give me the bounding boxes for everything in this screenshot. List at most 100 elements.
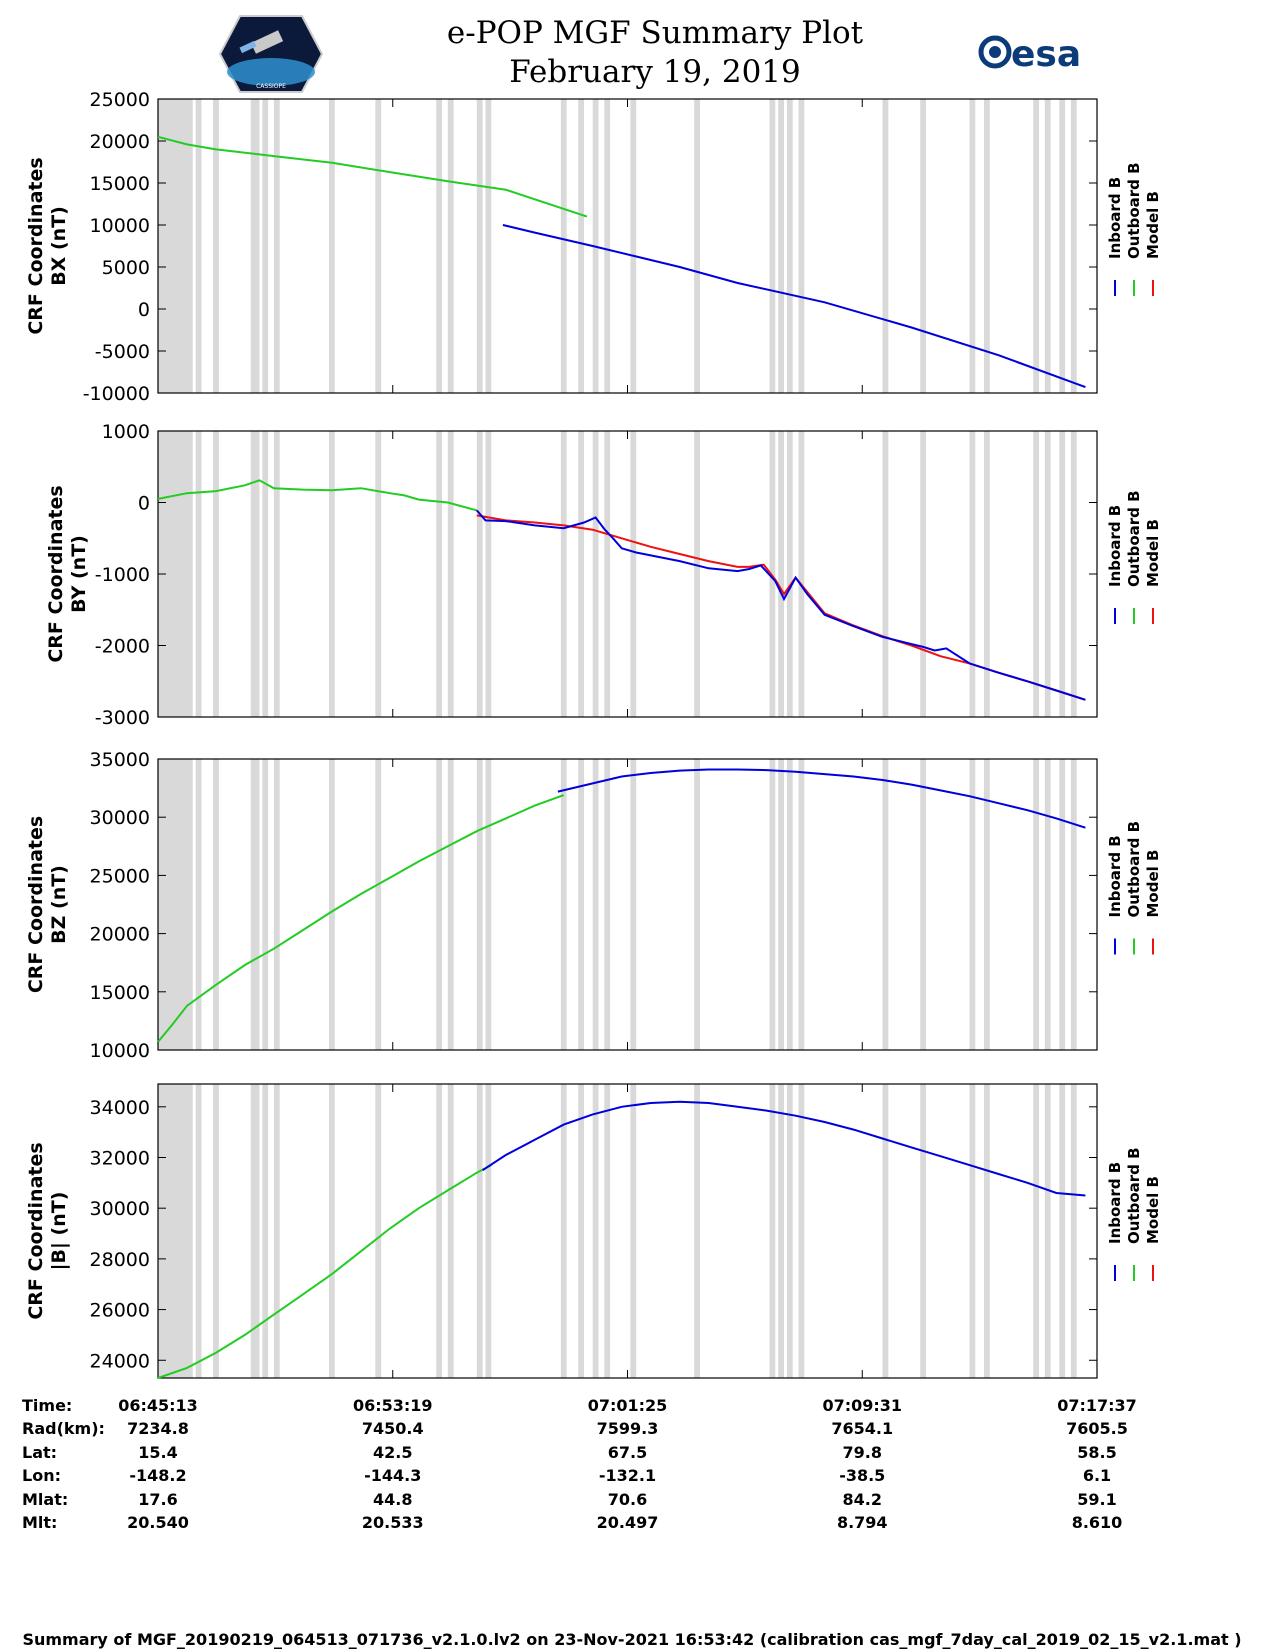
- data-gap-band: [328, 1084, 335, 1378]
- data-gap-band: [778, 99, 784, 393]
- ephemeris-value: 6.1: [1083, 1466, 1111, 1485]
- y-tick-label: -1000: [95, 564, 150, 586]
- data-gap-band: [798, 99, 805, 393]
- ephemeris-value: 20.533: [362, 1513, 424, 1532]
- ephemeris-value: 67.5: [608, 1443, 647, 1462]
- y-tick-label: 10000: [90, 1040, 150, 1062]
- data-gap-band: [630, 431, 637, 717]
- data-gap-band: [328, 431, 335, 717]
- data-gap-band: [250, 431, 260, 717]
- data-gap-band: [1059, 759, 1066, 1050]
- data-gap-band: [273, 1084, 280, 1378]
- data-gap-band: [882, 1084, 889, 1378]
- data-gap-band: [578, 759, 585, 1050]
- data-gap-band: [375, 431, 382, 717]
- data-gap-band: [592, 1084, 599, 1378]
- legend-label: Outboard B: [1125, 490, 1143, 587]
- legend-label: Inboard B: [1106, 835, 1124, 917]
- axes-frame: [157, 430, 1098, 718]
- esa-logo-text: esa: [1011, 34, 1081, 75]
- panel-4: 34000 32000 30000 28000 26000 24000 CRF Coordi…: [25, 1083, 1162, 1379]
- y-axis-label-line: |B| (nT): [48, 1192, 70, 1271]
- data-gap-band: [920, 1084, 927, 1378]
- y-axis-label-line: BX (nT): [48, 206, 70, 286]
- data-gap-band: [375, 759, 382, 1050]
- y-tick-label: -2000: [95, 636, 150, 658]
- data-gap-band: [447, 431, 454, 717]
- y-tick-label: 24000: [90, 1350, 150, 1372]
- data-gap-band: [578, 99, 585, 393]
- data-gap-band: [778, 1084, 784, 1378]
- series-model-b: [476, 514, 1086, 701]
- data-gap-band: [262, 99, 269, 393]
- esa-logo: esa: [978, 34, 1081, 75]
- data-gap-band: [262, 1084, 269, 1378]
- data-gap-band: [920, 431, 927, 717]
- series-outboard-b: [157, 479, 478, 512]
- data-gap-band: [195, 99, 202, 393]
- data-gap-band: [328, 759, 335, 1050]
- data-gap-band: [969, 1084, 976, 1378]
- data-gap-band: [436, 431, 443, 717]
- ephemeris-value: -144.3: [364, 1466, 421, 1485]
- data-gap-band: [798, 759, 805, 1050]
- ephemeris-value: 06:45:13: [118, 1396, 198, 1415]
- mission-logo: CASSIOPE: [218, 15, 324, 93]
- y-tick-label: 15000: [90, 982, 150, 1004]
- ephemeris-value: 8.610: [1072, 1513, 1123, 1532]
- y-tick-label: -3000: [95, 707, 150, 729]
- data-gap-band: [560, 99, 567, 393]
- data-gap-band: [983, 1084, 990, 1378]
- y-tick-label: 20000: [90, 924, 150, 946]
- legend-label: Model B: [1144, 519, 1162, 587]
- data-gap-band: [920, 759, 927, 1050]
- y-axis-label: CRF Coordinates|B| (nT): [25, 1142, 70, 1319]
- y-tick-label: 35000: [90, 749, 150, 771]
- data-gap-band: [1070, 99, 1077, 393]
- data-gap-band: [592, 759, 599, 1050]
- data-gap-band: [375, 99, 382, 393]
- data-gap-band: [604, 1084, 611, 1378]
- data-gap-band: [983, 759, 990, 1050]
- data-gap-band: [1033, 759, 1040, 1050]
- ephemeris-value: 07:01:25: [588, 1396, 668, 1415]
- legend-label: Inboard B: [1106, 505, 1124, 587]
- data-gap-band: [485, 99, 492, 393]
- y-tick-label: 15000: [90, 173, 150, 195]
- data-gap-band: [798, 431, 805, 717]
- ephemeris-value: -148.2: [129, 1466, 186, 1485]
- data-gap-band: [213, 431, 219, 717]
- data-gap-band: [375, 1084, 382, 1378]
- data-gap-band: [578, 1084, 585, 1378]
- data-gap-band: [798, 1084, 805, 1378]
- data-gap-band: [447, 99, 454, 393]
- ephemeris-value: 42.5: [373, 1443, 412, 1462]
- data-gap-band: [694, 759, 700, 1050]
- data-gap-band: [1059, 1084, 1066, 1378]
- series-inboard-b: [482, 1100, 1086, 1197]
- y-tick-label: 25000: [90, 865, 150, 887]
- legend-label: Outboard B: [1125, 162, 1143, 259]
- data-gap-band: [1044, 431, 1051, 717]
- data-gap-band: [195, 1084, 202, 1378]
- data-gap-band: [485, 759, 492, 1050]
- data-gap-band: [1059, 431, 1066, 717]
- legend-label: Inboard B: [1106, 177, 1124, 259]
- y-tick-label: 5000: [102, 257, 150, 279]
- data-gap-band: [273, 99, 280, 393]
- data-gap-band: [213, 759, 219, 1050]
- y-tick-label: 32000: [90, 1148, 150, 1170]
- data-gap-band: [786, 431, 793, 717]
- y-tick-label: -5000: [95, 341, 150, 363]
- ephemeris-value: 7450.4: [362, 1419, 424, 1438]
- legend-label: Model B: [1144, 1176, 1162, 1244]
- data-gap-band: [1033, 1084, 1040, 1378]
- axes-frame: [157, 1083, 1098, 1379]
- y-tick-label: 1000: [102, 421, 150, 443]
- ephemeris-value: 7605.5: [1066, 1419, 1128, 1438]
- data-gap-band: [1059, 99, 1066, 393]
- y-axis-label-line: CRF Coordinates: [45, 485, 67, 662]
- data-gap-band: [195, 431, 202, 717]
- ephemeris-value: 17.6: [138, 1490, 177, 1509]
